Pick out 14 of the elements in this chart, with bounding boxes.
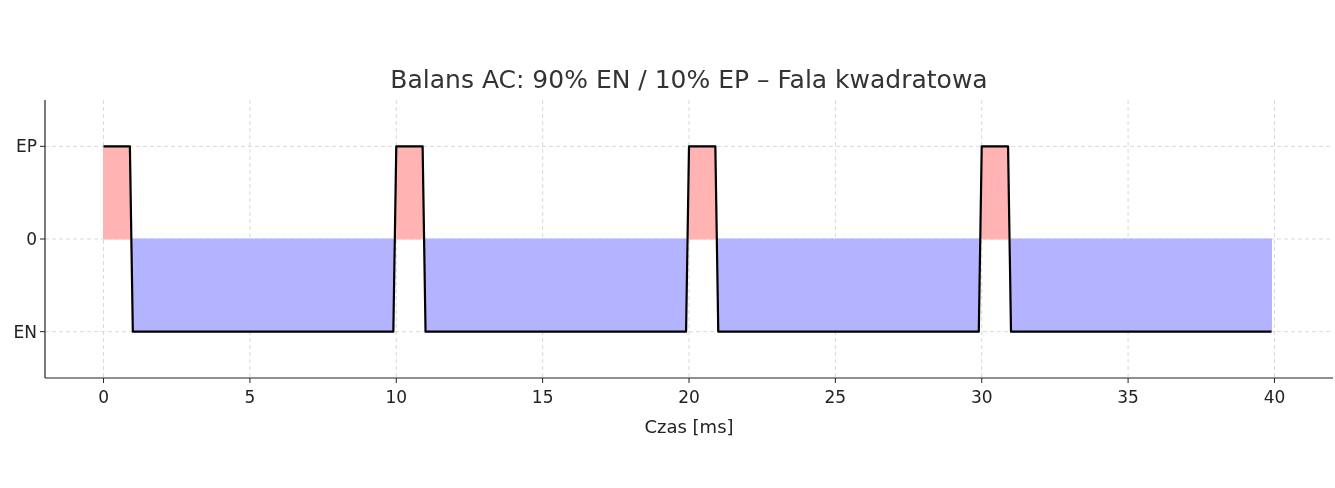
x-tick-label: 5 [244,387,256,407]
x-tick-label: 15 [531,387,554,407]
text: EP [16,136,37,157]
text: 0 [26,228,37,249]
x-tick-label: 35 [1117,387,1139,407]
x-tick-label: 30 [970,387,993,407]
x-tick-label: 40 [1263,387,1286,407]
x-axis-title: Czas [ms] [644,416,734,437]
x-tick-label: 10 [385,387,408,407]
text: EN [13,321,37,342]
x-tick-label: 25 [824,387,847,407]
x-tick-label: 0 [98,387,109,407]
x-tick-label: 20 [678,387,700,407]
chart-title: Balans AC: 90% EN / 10% EP – Fala kwadratowa [390,65,988,94]
